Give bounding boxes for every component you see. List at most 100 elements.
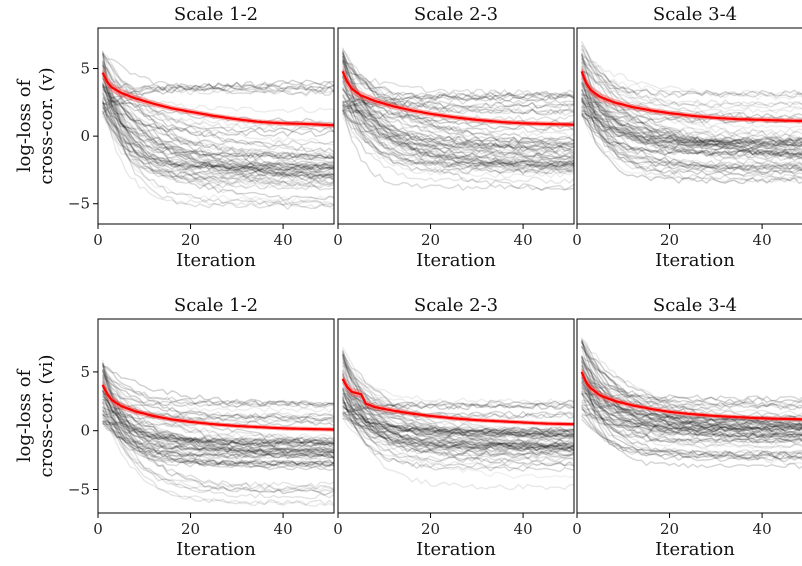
trajectory-line bbox=[101, 92, 334, 180]
trajectory-line bbox=[101, 73, 334, 173]
y-tick-label: −5 bbox=[68, 480, 90, 498]
trajectory-line bbox=[342, 393, 574, 408]
trajectory-line bbox=[580, 340, 802, 404]
trajectory-line bbox=[580, 97, 802, 171]
panel-title: Scale 2-3 bbox=[414, 4, 498, 25]
trajectory-line bbox=[102, 364, 334, 406]
trajectory-line bbox=[342, 101, 574, 191]
trajectory-line bbox=[581, 70, 802, 97]
trajectory-line bbox=[101, 70, 334, 189]
trajectory-line bbox=[102, 101, 334, 147]
trajectory-line bbox=[580, 45, 802, 99]
trajectory-line bbox=[581, 99, 802, 158]
panel-frame bbox=[97, 27, 335, 225]
trajectory-line bbox=[342, 388, 574, 445]
trajectory-line bbox=[102, 406, 334, 423]
trajectory-line bbox=[342, 108, 574, 116]
trajectory-line bbox=[581, 83, 802, 153]
trajectory-line bbox=[102, 410, 334, 457]
trajectory-line bbox=[581, 114, 802, 138]
trajectory-line bbox=[342, 60, 574, 115]
trajectory-line bbox=[580, 358, 802, 446]
trajectory-line bbox=[102, 401, 334, 453]
trajectory-line bbox=[342, 80, 574, 98]
trajectory-line bbox=[341, 372, 574, 450]
trajectory-line bbox=[342, 410, 574, 479]
trajectory-line bbox=[341, 357, 574, 457]
trajectory-line bbox=[581, 384, 802, 439]
trajectory-line bbox=[102, 80, 334, 106]
trajectory-line bbox=[342, 377, 574, 441]
x-tick-label: 20 bbox=[660, 520, 679, 538]
trajectory-line bbox=[341, 80, 574, 166]
trajectory-line bbox=[580, 61, 802, 151]
trajectory-line bbox=[581, 376, 802, 410]
trajectory-line bbox=[342, 402, 574, 420]
trajectory-line bbox=[102, 365, 334, 446]
x-tick-label: 0 bbox=[93, 231, 103, 249]
trajectory-line bbox=[102, 88, 334, 153]
trajectory-line bbox=[101, 371, 334, 448]
trajectory-line bbox=[341, 59, 574, 134]
trajectory-line bbox=[580, 102, 802, 157]
trajectory-line bbox=[102, 386, 334, 440]
trajectory-line bbox=[102, 399, 334, 459]
trajectory-line bbox=[102, 422, 334, 454]
trajectory-line bbox=[580, 54, 802, 181]
trajectory-line bbox=[102, 368, 334, 408]
trajectory-line bbox=[341, 346, 574, 452]
trajectory-line bbox=[341, 52, 574, 175]
trajectory-line bbox=[341, 86, 574, 150]
mean-band bbox=[342, 373, 574, 427]
trajectory-line bbox=[581, 415, 802, 457]
y-tick-label: 0 bbox=[80, 127, 90, 145]
trajectory-line bbox=[341, 364, 574, 452]
trajectory-line bbox=[102, 53, 334, 96]
trajectory-line bbox=[581, 100, 802, 162]
panel-2-2: Scale 2-3 0 20 40 Iteration bbox=[333, 295, 575, 560]
trajectory-line bbox=[341, 61, 574, 152]
trajectory-line bbox=[102, 93, 334, 189]
trajectory-line bbox=[342, 114, 574, 161]
x-tick-label: 40 bbox=[274, 231, 293, 249]
y-axis-label: cross-cor. (v) bbox=[36, 67, 57, 184]
trajectory-line bbox=[101, 112, 334, 170]
trajectory-line bbox=[102, 84, 334, 94]
trajectory-line bbox=[580, 385, 802, 445]
trajectory-line bbox=[102, 89, 334, 160]
trajectory-line bbox=[342, 417, 574, 456]
trajectory-line bbox=[101, 386, 334, 493]
trajectory-line bbox=[342, 96, 574, 150]
x-tick-label: 20 bbox=[421, 520, 440, 538]
trajectory-line bbox=[101, 86, 334, 181]
trajectory-line bbox=[581, 412, 802, 428]
trajectory-line bbox=[101, 400, 334, 452]
trajectory-line bbox=[102, 420, 334, 454]
panel-title: Scale 3-4 bbox=[653, 4, 737, 25]
trajectory-line bbox=[580, 345, 802, 432]
trajectory-line bbox=[101, 362, 334, 460]
trajectory-line bbox=[102, 102, 334, 161]
trajectory-line bbox=[101, 362, 334, 466]
trajectory-line bbox=[341, 396, 574, 457]
trajectory-line bbox=[580, 68, 802, 148]
plot-area bbox=[101, 360, 334, 507]
trajectory-line bbox=[580, 340, 802, 431]
trajectory-line bbox=[342, 100, 574, 153]
trajectory-line bbox=[102, 52, 334, 174]
x-tick-label: 20 bbox=[660, 231, 679, 249]
trajectory-line bbox=[342, 92, 574, 105]
trajectory-line bbox=[101, 99, 334, 185]
trajectory-line bbox=[581, 44, 802, 157]
trajectory-line bbox=[342, 411, 574, 436]
trajectory-line bbox=[580, 72, 802, 175]
panel-2-1: Scale 1-2 0 20 40 Iteration −5 0 5 bbox=[68, 295, 335, 560]
x-axis-label: Iteration bbox=[655, 250, 735, 271]
trajectory-line bbox=[581, 404, 802, 426]
trajectory-line bbox=[341, 50, 574, 102]
trajectory-line bbox=[581, 386, 802, 435]
trajectory-line bbox=[342, 413, 574, 448]
trajectory-line bbox=[101, 390, 334, 444]
trajectory-line bbox=[580, 370, 802, 434]
trajectory-line bbox=[341, 353, 574, 452]
